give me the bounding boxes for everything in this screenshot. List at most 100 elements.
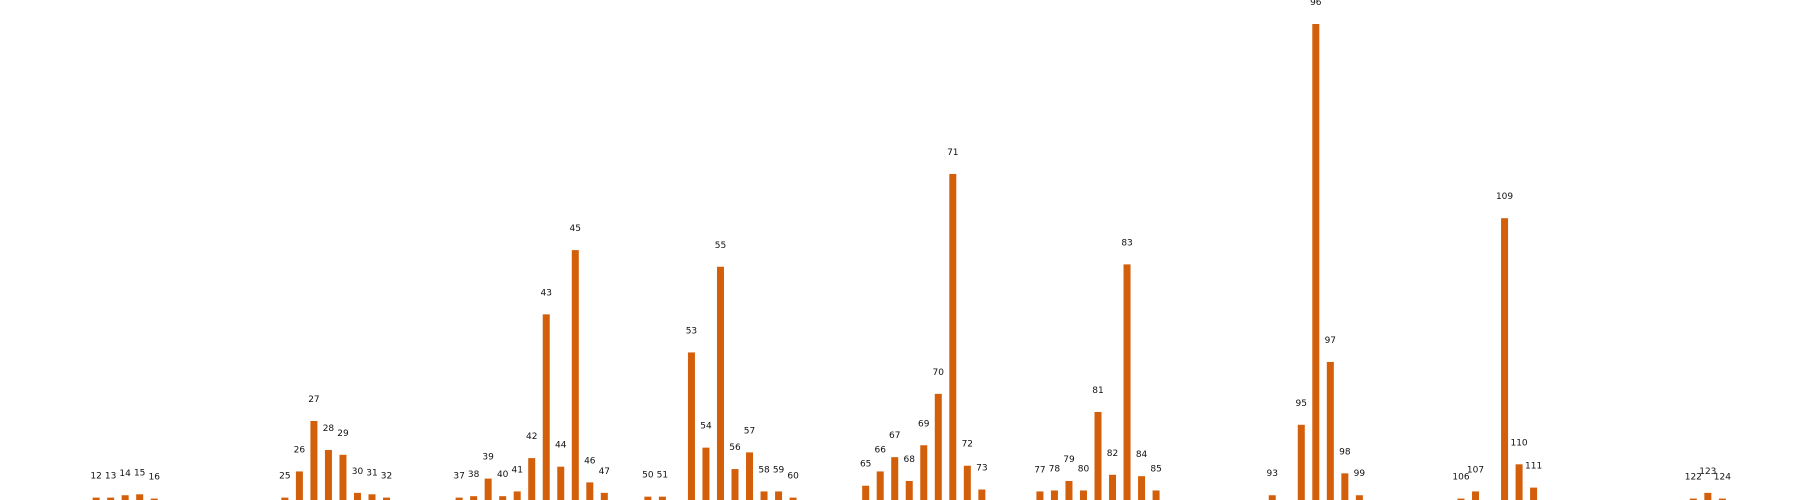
bar-label-28: 28 (323, 424, 335, 434)
bar-label-57: 57 (744, 426, 755, 436)
bar-label-60: 60 (787, 472, 799, 482)
bar-26 (295, 471, 303, 500)
bar-label-14: 14 (119, 469, 131, 479)
bar-123 (1704, 492, 1712, 500)
bar-label-73: 73 (976, 464, 987, 474)
bar-59 (775, 491, 783, 500)
bar-46 (586, 482, 594, 500)
bar-25 (281, 497, 289, 500)
bar-label-82: 82 (1107, 449, 1118, 459)
bar-label-77: 77 (1034, 465, 1045, 475)
bar-label-68: 68 (904, 455, 916, 465)
bar-93 (1268, 495, 1276, 500)
bar-51 (658, 496, 666, 500)
bar-28 (324, 450, 332, 500)
bar-label-16: 16 (148, 473, 160, 483)
bar-label-31: 31 (366, 468, 377, 478)
bar-12 (92, 497, 100, 500)
bar-label-25: 25 (279, 472, 290, 482)
bar-80 (1079, 490, 1087, 500)
bar-97 (1326, 361, 1334, 500)
bar-40 (499, 496, 507, 500)
bar-77 (1036, 491, 1044, 500)
bar-label-37: 37 (453, 472, 464, 482)
bar-label-84: 84 (1136, 450, 1148, 460)
bar-label-83: 83 (1121, 238, 1132, 248)
bar-50 (644, 496, 652, 500)
bar-label-98: 98 (1339, 447, 1351, 457)
bar-99 (1355, 495, 1363, 500)
bar-label-99: 99 (1354, 469, 1366, 479)
bar-38 (470, 496, 478, 500)
bar-47 (600, 492, 608, 500)
bar-16 (150, 498, 158, 500)
bar-label-41: 41 (511, 465, 522, 475)
bar-label-81: 81 (1092, 386, 1103, 396)
bar-13 (107, 497, 115, 500)
bar-70 (934, 393, 942, 500)
bar-label-122: 122 (1685, 473, 1702, 483)
bar-32 (383, 497, 391, 500)
bar-label-96: 96 (1310, 0, 1322, 8)
bar-label-70: 70 (933, 368, 945, 378)
bar-43 (542, 314, 550, 500)
bar-56 (731, 469, 739, 500)
bar-label-40: 40 (497, 470, 509, 480)
bar-58 (760, 491, 768, 500)
bar-95 (1297, 424, 1305, 500)
bar-15 (136, 494, 144, 500)
bar-37 (455, 497, 463, 500)
bar-label-56: 56 (729, 443, 741, 453)
bar-107 (1472, 491, 1480, 500)
bar-96 (1312, 24, 1320, 500)
bar-83 (1123, 264, 1131, 500)
bar-label-123: 123 (1699, 467, 1716, 477)
bar-72 (963, 465, 971, 500)
bar-111 (1530, 487, 1538, 500)
bar-label-45: 45 (570, 224, 581, 234)
bar-label-107: 107 (1467, 465, 1484, 475)
bar-65 (862, 485, 870, 500)
bar-label-30: 30 (352, 467, 364, 477)
bar-30 (353, 492, 361, 500)
bar-label-32: 32 (381, 472, 392, 482)
bar-label-50: 50 (642, 471, 654, 481)
bar-label-95: 95 (1296, 399, 1307, 409)
bar-66 (876, 471, 884, 500)
bar-label-124: 124 (1714, 473, 1731, 483)
bar-29 (339, 454, 347, 500)
bar-67 (891, 457, 899, 500)
bar-label-71: 71 (947, 148, 958, 158)
bar-71 (949, 173, 957, 500)
bar-label-106: 106 (1452, 473, 1469, 483)
bar-label-93: 93 (1267, 469, 1278, 479)
bar-label-29: 29 (337, 429, 349, 439)
bar-85 (1152, 490, 1160, 500)
bar-label-47: 47 (599, 467, 610, 477)
bar-label-65: 65 (860, 460, 871, 470)
bar-label-38: 38 (468, 470, 480, 480)
bar-label-13: 13 (105, 472, 116, 482)
bar-84 (1138, 476, 1146, 500)
bar-label-66: 66 (874, 445, 886, 455)
bar-54 (702, 447, 710, 500)
bar-label-59: 59 (773, 465, 785, 475)
bar-label-67: 67 (889, 431, 900, 441)
bar-label-42: 42 (526, 432, 537, 442)
bar-label-43: 43 (541, 288, 552, 298)
bar-label-69: 69 (918, 419, 930, 429)
bar-110 (1515, 464, 1523, 500)
bar-label-39: 39 (482, 453, 494, 463)
bar-label-97: 97 (1325, 336, 1336, 346)
bar-27 (310, 420, 318, 500)
bar-39 (484, 478, 492, 500)
bar-label-12: 12 (90, 472, 101, 482)
bar-42 (528, 458, 536, 500)
bar-label-80: 80 (1078, 464, 1090, 474)
bar-label-55: 55 (715, 241, 726, 251)
bar-label-51: 51 (657, 471, 668, 481)
bar-98 (1341, 473, 1349, 500)
bar-79 (1065, 480, 1073, 500)
